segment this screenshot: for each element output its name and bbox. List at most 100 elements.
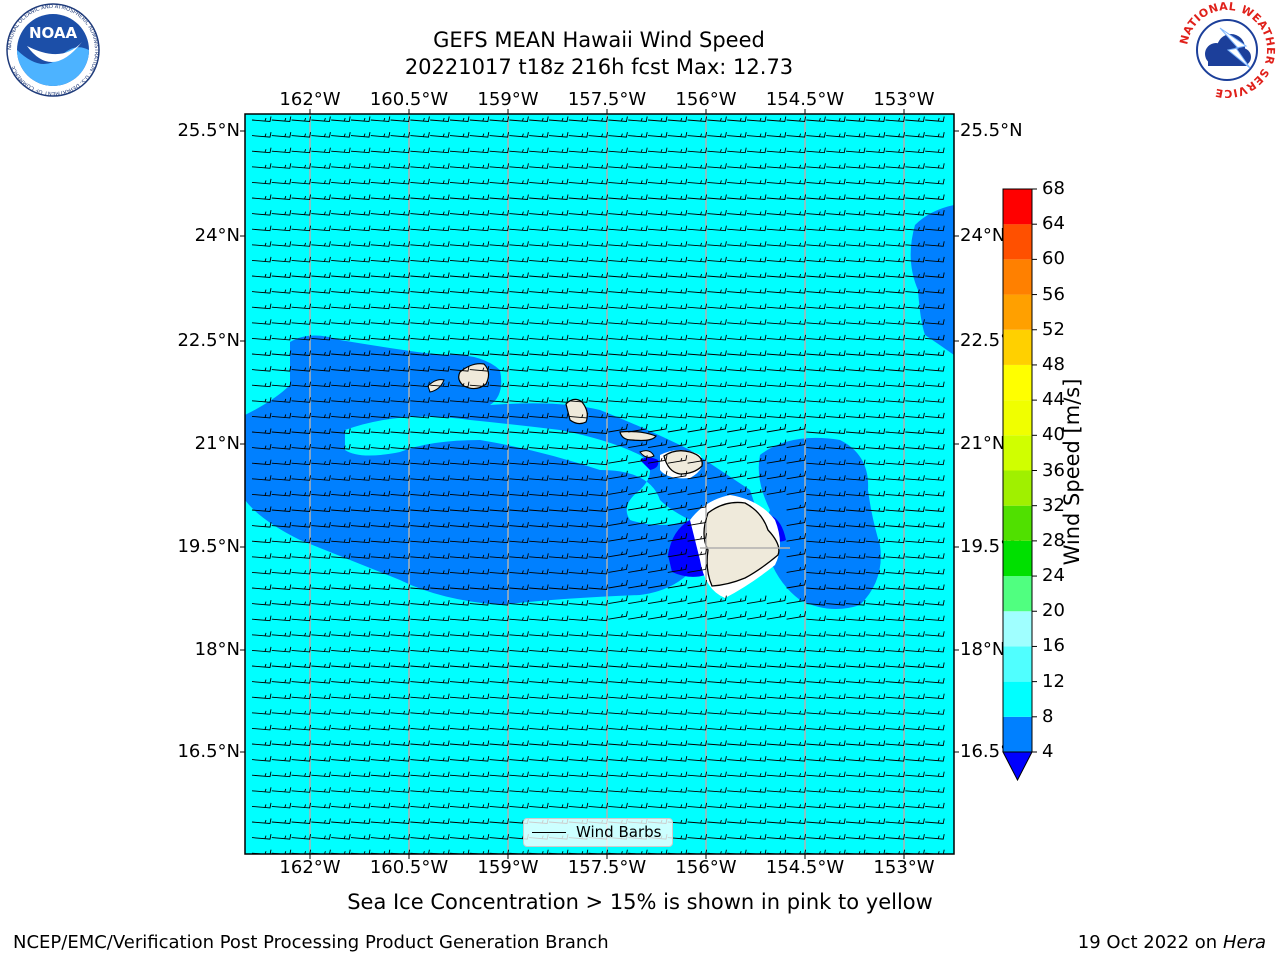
wind-barb <box>786 517 807 527</box>
wind-barb <box>826 116 846 122</box>
wind-barb <box>707 350 727 356</box>
wind-barb <box>390 740 411 746</box>
wind-barb <box>687 564 708 573</box>
wind-barb <box>449 506 470 512</box>
wind-barb <box>608 412 628 419</box>
wind-barb <box>628 611 648 620</box>
wind-barb <box>687 350 708 356</box>
wind-barb <box>390 553 411 559</box>
colorbar-tick-label: 52 <box>1042 318 1065 340</box>
wind-barb <box>826 662 846 668</box>
wind-barb <box>786 256 807 263</box>
wind-barb <box>588 631 609 637</box>
wind-barb <box>845 693 866 700</box>
wind-barb <box>548 756 569 762</box>
wind-barb <box>271 241 292 247</box>
wind-barb <box>707 366 727 372</box>
wind-barb <box>390 147 411 154</box>
wind-barb <box>271 397 292 403</box>
wind-barb <box>826 366 846 372</box>
wind-barb <box>865 756 886 762</box>
wind-barb <box>826 132 846 138</box>
wind-barb <box>568 615 589 622</box>
wind-barb <box>608 646 628 653</box>
wind-barb <box>667 533 688 542</box>
wind-barb <box>370 600 391 606</box>
wind-barb <box>291 225 312 232</box>
wind-barb <box>806 116 826 122</box>
wind-barb <box>350 381 371 388</box>
wind-barb <box>727 272 747 278</box>
wind-barb <box>410 522 430 528</box>
wind-barb <box>251 740 272 746</box>
wind-barb <box>430 147 450 154</box>
wind-barb <box>806 662 826 668</box>
wind-barb <box>251 724 272 731</box>
wind-barb <box>410 693 430 700</box>
wind-barb <box>746 486 767 495</box>
wind-barb <box>905 225 925 232</box>
wind-barb <box>251 615 272 622</box>
wind-barb <box>410 631 430 637</box>
wind-barb <box>647 678 668 684</box>
wind-barb <box>469 600 490 606</box>
wind-barb <box>430 678 450 684</box>
wind-barb <box>628 470 648 480</box>
wind-barb <box>370 381 391 388</box>
wind-barb <box>390 319 411 325</box>
wind-barb <box>786 564 807 573</box>
wind-barb <box>548 506 569 512</box>
wind-barb <box>350 366 371 372</box>
wind-barb <box>925 428 945 434</box>
wind-barb <box>291 818 312 824</box>
wind-barb <box>845 537 866 544</box>
wind-barb <box>588 272 609 278</box>
wind-barb <box>410 506 430 512</box>
wind-barb <box>430 459 450 466</box>
wind-barb <box>766 147 787 154</box>
wind-barb <box>746 178 767 185</box>
noaa-logo-text: NOAA <box>29 24 78 42</box>
wind-barb <box>628 455 648 464</box>
wind-barb <box>667 834 688 840</box>
wind-barb <box>449 584 470 590</box>
wind-barb <box>548 724 569 731</box>
wind-barb <box>509 615 529 622</box>
wind-barb <box>845 709 866 715</box>
wind-barb <box>331 241 351 247</box>
wind-barb <box>647 787 668 793</box>
wind-barb <box>449 210 470 216</box>
wind-barb <box>529 787 549 793</box>
wind-barb <box>350 303 371 310</box>
wind-barb <box>786 423 807 433</box>
wind-barb <box>766 350 787 356</box>
wind-barb <box>489 444 510 450</box>
wind-barb <box>311 194 331 200</box>
wind-barb <box>410 366 430 372</box>
wind-barb <box>925 319 945 325</box>
wind-barb <box>647 631 668 637</box>
wind-barb <box>311 334 331 341</box>
wind-barb <box>885 771 906 778</box>
wind-barb <box>390 241 411 247</box>
wind-barb <box>271 802 292 809</box>
wind-barb <box>271 444 292 450</box>
wind-barb <box>291 553 312 559</box>
wind-barb <box>865 459 886 466</box>
wind-barb <box>568 163 589 169</box>
wind-barb <box>746 646 767 653</box>
wind-barb <box>311 210 331 216</box>
wind-barb <box>746 319 767 325</box>
wind-barb <box>568 303 589 310</box>
wind-barb <box>251 678 272 684</box>
wind-barb <box>865 724 886 731</box>
wind-barb <box>548 288 569 294</box>
wind-barb <box>707 818 727 824</box>
wind-barb <box>509 366 529 372</box>
wind-barb <box>271 210 292 216</box>
wind-barb <box>746 771 767 778</box>
wind-barb <box>707 724 727 731</box>
wind-barb <box>529 350 549 356</box>
wind-barb <box>449 600 470 606</box>
wind-barb <box>885 147 906 154</box>
